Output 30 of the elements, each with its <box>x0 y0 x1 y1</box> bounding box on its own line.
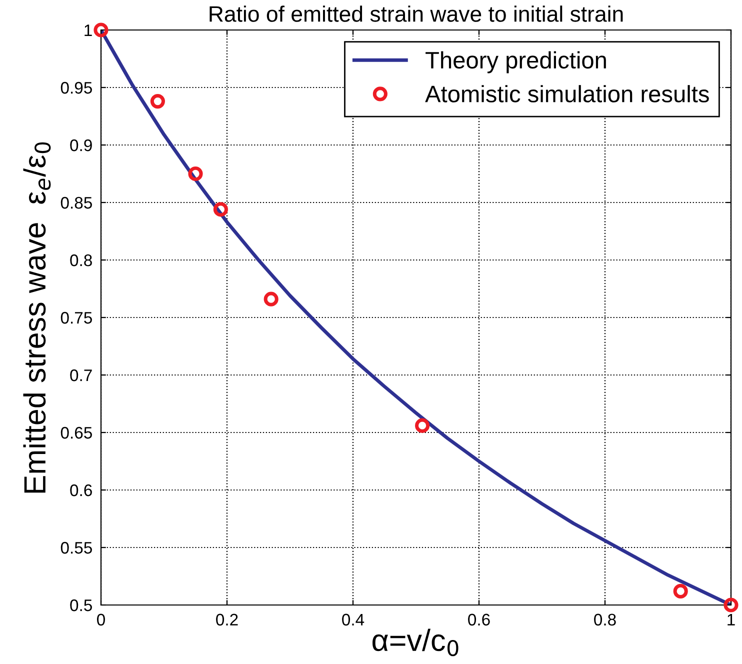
point <box>150 94 165 109</box>
x-tick-label: 1 <box>728 614 735 626</box>
y-tick-label: 0.65 <box>60 426 92 439</box>
y-tick-label: 0.9 <box>70 139 92 152</box>
point <box>264 292 278 306</box>
y-tick-label: 0.75 <box>60 312 92 324</box>
point <box>94 22 108 38</box>
legend-label: Theory prediction <box>426 51 606 74</box>
y-tick-label: 0.85 <box>60 196 92 209</box>
x-tick-label: 0.8 <box>594 614 616 626</box>
y-tick-label: 0.6 <box>70 484 92 496</box>
y-tick-label: 0.55 <box>60 542 92 554</box>
y-axis-title: Emitted stress wave ε$_{e}$/ε$_{0}$ <box>23 142 51 493</box>
x-axis-title: α=v/c$_{0}$ <box>372 628 458 656</box>
x-tick-label: 0 <box>97 614 105 626</box>
point <box>415 418 430 433</box>
point <box>188 166 203 182</box>
point <box>673 584 688 598</box>
y-tick-label: 1 <box>84 24 92 36</box>
point <box>724 598 738 612</box>
chart-title: Ratio of emitted strain wave to initial strain <box>210 6 623 22</box>
x-tick-label: 0.6 <box>468 614 490 626</box>
y-tick-label: 0.7 <box>70 369 92 382</box>
y-tick-label: 0.5 <box>70 599 92 612</box>
y-tick-label: 0.8 <box>70 254 92 266</box>
legend-label: Atomistic simulation results <box>425 85 709 102</box>
x-tick-label: 0.2 <box>216 614 238 626</box>
y-tick-label: 0.95 <box>60 82 92 94</box>
point <box>213 202 228 217</box>
x-tick-label: 0.4 <box>342 614 364 626</box>
